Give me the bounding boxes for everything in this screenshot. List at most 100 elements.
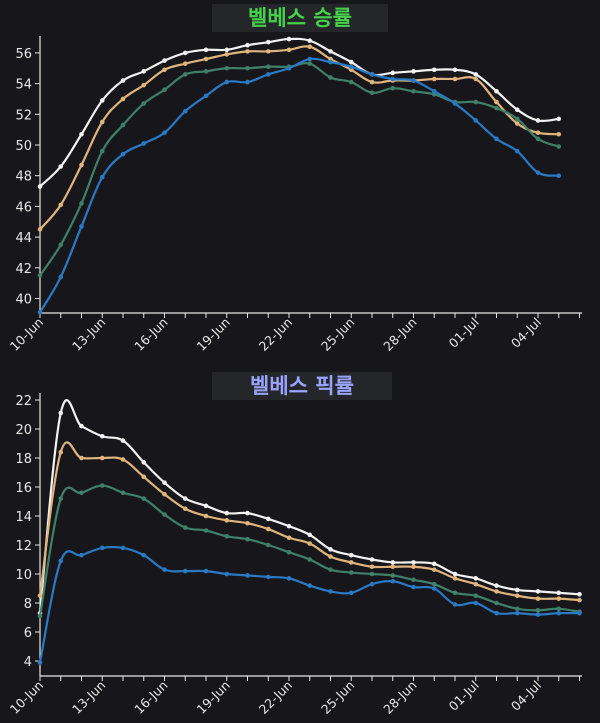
pick-rate-point-green [452, 590, 458, 596]
win-rate-point-tan [182, 61, 188, 66]
win-rate-point-tan [224, 52, 230, 57]
pick-rate-point-tan [99, 455, 105, 461]
pick-rate-y-tick-label: 6 [24, 626, 32, 641]
win-rate-point-blue [182, 108, 188, 114]
win-rate-point-green [120, 122, 126, 128]
win-rate-point-tan [556, 131, 562, 137]
win-rate-point-white [411, 69, 416, 74]
pick-rate-title-box [212, 372, 392, 400]
win-rate-point-green [224, 65, 230, 71]
pick-rate-point-blue [369, 581, 375, 587]
pick-rate-point-white [328, 547, 333, 552]
win-rate-point-green [265, 64, 271, 70]
pick-rate-point-green [494, 600, 499, 606]
pick-rate-point-blue [162, 567, 167, 572]
pick-rate-point-white [514, 587, 520, 593]
win-rate-point-blue [79, 224, 84, 229]
pick-rate-point-green [307, 557, 313, 562]
win-rate-point-blue [514, 148, 520, 154]
win-rate-point-white [514, 107, 520, 112]
pick-rate-point-green [120, 490, 126, 496]
win-rate-point-white [328, 49, 333, 54]
win-rate-point-green [99, 148, 105, 154]
pick-rate-title: 벨베스 픽률 [250, 374, 354, 398]
pick-rate-point-tan [473, 581, 479, 587]
pick-rate-point-tan [369, 564, 375, 570]
win-rate-point-blue [162, 130, 167, 136]
pick-rate-point-green [535, 607, 541, 613]
win-rate-point-white [556, 116, 562, 122]
win-rate-point-white [535, 118, 541, 123]
win-rate-y-tick-label: 56 [15, 47, 32, 62]
win-rate-point-white [99, 98, 105, 103]
win-rate-point-green [390, 85, 396, 91]
win-rate-point-blue [431, 88, 437, 94]
win-rate-point-green [473, 99, 479, 105]
pick-rate-point-white [348, 552, 354, 558]
pick-rate-point-white [203, 503, 209, 509]
win-rate-point-green [535, 136, 541, 142]
pick-rate-point-green [141, 496, 147, 501]
win-rate-y-tick-label: 46 [15, 200, 32, 215]
pick-rate-point-tan [577, 597, 582, 603]
win-rate-title-box [212, 4, 388, 32]
pick-rate-point-tan [514, 593, 520, 599]
pick-rate-point-blue [390, 578, 396, 584]
win-rate-point-green [556, 144, 562, 149]
pick-rate-point-tan [390, 564, 396, 570]
win-rate-point-blue [265, 72, 271, 77]
win-rate-point-white [224, 47, 230, 53]
win-rate-point-blue [411, 78, 416, 83]
pick-rate-point-white [390, 560, 396, 565]
pick-rate-point-green [162, 512, 167, 517]
win-rate-point-green [307, 61, 313, 66]
win-rate-y-tick-label: 44 [15, 231, 32, 246]
win-rate-point-blue [203, 93, 209, 99]
pick-rate-point-white [58, 410, 64, 416]
win-rate-point-tan [369, 79, 375, 85]
pick-rate-point-blue [328, 589, 333, 594]
win-rate-y-tick-label: 54 [15, 78, 32, 93]
pick-rate-point-blue [79, 552, 84, 558]
win-rate-point-tan [99, 119, 105, 125]
pick-rate-point-white [452, 571, 458, 577]
pick-rate-point-tan [411, 564, 416, 570]
win-rate-point-tan [265, 49, 271, 54]
pick-rate-point-white [162, 480, 167, 485]
pick-rate-point-white [535, 589, 541, 594]
win-rate-point-blue [473, 118, 479, 123]
pick-rate-point-white [286, 523, 292, 529]
win-rate-point-white [37, 184, 43, 189]
pick-rate-point-blue [37, 660, 43, 665]
pick-rate-point-green [224, 534, 230, 539]
win-rate-point-tan [37, 227, 43, 232]
pick-rate-point-blue [411, 584, 416, 590]
pick-rate-point-white [577, 592, 582, 597]
pick-rate-y-tick-label: 22 [15, 394, 32, 409]
win-rate-point-tan [79, 162, 84, 168]
win-rate-point-white [431, 67, 437, 73]
win-rate-point-tan [307, 44, 313, 50]
win-rate-point-green [411, 88, 416, 94]
pick-rate-point-green [37, 613, 43, 619]
win-rate-point-green [58, 242, 64, 248]
pick-rate-point-tan [203, 513, 209, 519]
win-rate-y-tick-label: 40 [15, 293, 32, 308]
pick-rate-point-blue [473, 600, 479, 606]
pick-rate-point-green [390, 573, 396, 578]
win-rate-point-green [162, 87, 167, 93]
pick-rate-point-white [99, 433, 105, 439]
win-rate-point-white [348, 59, 354, 65]
win-rate-point-blue [120, 151, 126, 157]
win-rate-point-blue [141, 141, 147, 146]
pick-rate-y-tick-label: 10 [15, 568, 32, 583]
pick-rate-point-tan [348, 560, 354, 565]
pick-rate-point-white [141, 460, 147, 465]
win-rate-point-blue [369, 72, 375, 77]
win-rate-point-white [141, 69, 147, 74]
pick-rate-y-tick-label: 16 [15, 481, 32, 496]
pick-rate-point-tan [141, 474, 147, 480]
pick-rate-point-tan [431, 567, 437, 572]
pick-rate-point-tan [328, 554, 333, 559]
